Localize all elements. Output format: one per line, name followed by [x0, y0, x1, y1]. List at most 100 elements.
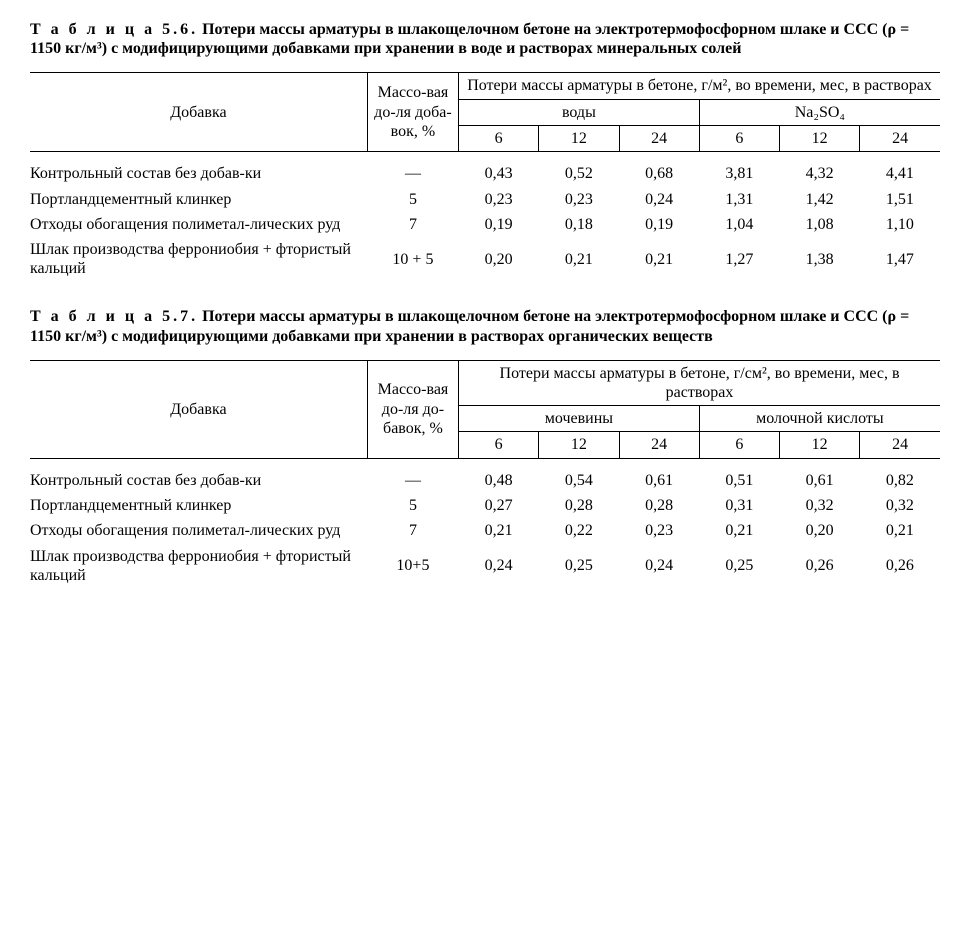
table-row: Контрольный состав без добав-ки — 0,48 0…	[30, 468, 940, 493]
col-sol1: мочевины	[459, 406, 700, 432]
cell: 0,32	[860, 493, 940, 518]
period: 12	[779, 125, 859, 151]
cell: 0,18	[539, 212, 619, 237]
table-row: Контрольный состав без добав-ки — 0,43 0…	[30, 161, 940, 186]
cell: 1,10	[860, 212, 940, 237]
table57-number: Т а б л и ц а 5.7.	[30, 308, 198, 325]
table-row: Шлак производства феррониобия + фтористы…	[30, 237, 940, 281]
period: 6	[459, 432, 539, 458]
cell: 1,42	[779, 187, 859, 212]
cell: 0,22	[539, 518, 619, 543]
cell: 0,48	[459, 468, 539, 493]
cell: 0,68	[619, 161, 699, 186]
cell: 1,04	[699, 212, 779, 237]
period: 12	[779, 432, 859, 458]
table56-caption: Т а б л и ц а 5.6. Потери массы арматуры…	[30, 20, 940, 58]
row-label: Отходы обогащения полиметал-лических руд	[30, 518, 367, 543]
row-label: Контрольный состав без добав-ки	[30, 468, 367, 493]
cell: 0,82	[860, 468, 940, 493]
col-sol1: воды	[459, 99, 700, 125]
cell: 0,28	[539, 493, 619, 518]
cell: 0,61	[619, 468, 699, 493]
row-label: Контрольный состав без добав-ки	[30, 161, 367, 186]
row-pct: 7	[367, 212, 458, 237]
cell: 0,61	[779, 468, 859, 493]
row-label: Портландцементный клинкер	[30, 493, 367, 518]
cell: 0,23	[459, 187, 539, 212]
row-pct: 5	[367, 493, 458, 518]
row-label: Шлак производства феррониобия + фтористы…	[30, 544, 367, 588]
period: 24	[619, 125, 699, 151]
row-pct: —	[367, 161, 458, 186]
period: 6	[459, 125, 539, 151]
row-pct: —	[367, 468, 458, 493]
cell: 0,21	[699, 518, 779, 543]
cell: 0,26	[860, 544, 940, 588]
row-pct: 7	[367, 518, 458, 543]
cell: 0,43	[459, 161, 539, 186]
cell: 4,41	[860, 161, 940, 186]
table-row: Отходы обогащения полиметал-лических руд…	[30, 518, 940, 543]
col-sol2: Na₂SO₄	[699, 99, 940, 125]
col-mass: Массо-вая до-ля доба-вок, %	[367, 73, 458, 152]
cell: 0,54	[539, 468, 619, 493]
cell: 0,26	[779, 544, 859, 588]
cell: 3,81	[699, 161, 779, 186]
table57: Добавка Массо-вая до-ля до-бавок, % Поте…	[30, 360, 940, 588]
row-label: Шлак производства феррониобия + фтористы…	[30, 237, 367, 281]
cell: 0,24	[619, 544, 699, 588]
table-row: Портландцементный клинкер 5 0,23 0,23 0,…	[30, 187, 940, 212]
table-row: Портландцементный клинкер 5 0,27 0,28 0,…	[30, 493, 940, 518]
cell: 0,19	[619, 212, 699, 237]
table56: Добавка Массо-вая до-ля доба-вок, % Поте…	[30, 72, 940, 281]
row-label: Портландцементный клинкер	[30, 187, 367, 212]
cell: 0,32	[779, 493, 859, 518]
table-row: Шлак производства феррониобия + фтористы…	[30, 544, 940, 588]
cell: 1,51	[860, 187, 940, 212]
col-sol2: молочной кислоты	[699, 406, 940, 432]
table-row: Отходы обогащения полиметал-лических руд…	[30, 212, 940, 237]
cell: 0,24	[459, 544, 539, 588]
cell: 0,23	[539, 187, 619, 212]
cell: 0,21	[619, 237, 699, 281]
cell: 1,08	[779, 212, 859, 237]
cell: 0,25	[539, 544, 619, 588]
col-super: Потери массы арматуры в бетоне, г/м², во…	[459, 73, 940, 99]
col-additive: Добавка	[30, 73, 367, 152]
cell: 0,52	[539, 161, 619, 186]
cell: 0,31	[699, 493, 779, 518]
col-mass: Массо-вая до-ля до-бавок, %	[367, 360, 458, 458]
cell: 1,31	[699, 187, 779, 212]
cell: 1,27	[699, 237, 779, 281]
cell: 0,51	[699, 468, 779, 493]
period: 6	[699, 432, 779, 458]
row-pct: 5	[367, 187, 458, 212]
period: 6	[699, 125, 779, 151]
cell: 0,21	[860, 518, 940, 543]
cell: 0,27	[459, 493, 539, 518]
period: 24	[860, 432, 940, 458]
period: 12	[539, 125, 619, 151]
cell: 4,32	[779, 161, 859, 186]
period: 24	[860, 125, 940, 151]
cell: 1,47	[860, 237, 940, 281]
table57-caption: Т а б л и ц а 5.7. Потери массы арматуры…	[30, 307, 940, 345]
row-label: Отходы обогащения полиметал-лических руд	[30, 212, 367, 237]
col-additive: Добавка	[30, 360, 367, 458]
cell: 0,25	[699, 544, 779, 588]
cell: 1,38	[779, 237, 859, 281]
cell: 0,21	[459, 518, 539, 543]
cell: 0,21	[539, 237, 619, 281]
period: 24	[619, 432, 699, 458]
row-pct: 10+5	[367, 544, 458, 588]
cell: 0,24	[619, 187, 699, 212]
cell: 0,23	[619, 518, 699, 543]
table56-number: Т а б л и ц а 5.6.	[30, 21, 198, 38]
cell: 0,28	[619, 493, 699, 518]
cell: 0,20	[459, 237, 539, 281]
cell: 0,20	[779, 518, 859, 543]
row-pct: 10 + 5	[367, 237, 458, 281]
cell: 0,19	[459, 212, 539, 237]
period: 12	[539, 432, 619, 458]
col-super: Потери массы арматуры в бетоне, г/см², в…	[459, 360, 940, 405]
